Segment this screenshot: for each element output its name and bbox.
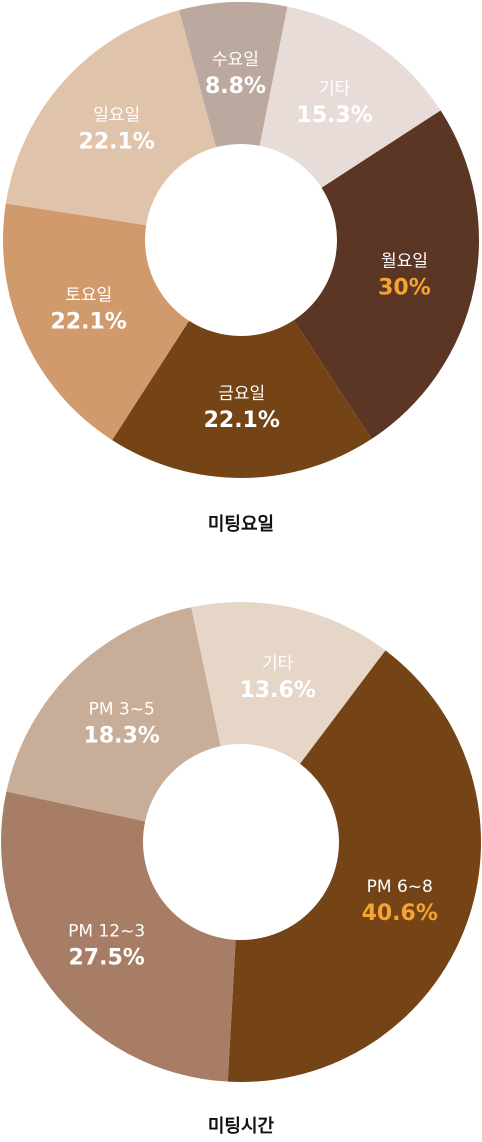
value-label: 8.8% [205, 74, 266, 99]
value-label: 22.1% [204, 408, 280, 433]
slice-label: 기타 [262, 654, 294, 674]
slice [1, 791, 236, 1082]
slice-label: PM 12~3 [68, 922, 145, 942]
chart-title: 미팅요일 [208, 514, 274, 535]
value-label: 13.6% [239, 678, 315, 703]
slice [191, 602, 386, 764]
value-label: 15.3% [297, 103, 373, 128]
value-label: 18.3% [84, 723, 160, 748]
slice [6, 607, 221, 822]
value-label: 40.6% [362, 901, 438, 926]
slice [293, 110, 480, 439]
slice-label: 일요일 [93, 105, 140, 125]
slice-label: 월요일 [381, 251, 428, 271]
slice-label: 기타 [319, 79, 351, 99]
slice-label: PM 3~5 [89, 699, 155, 719]
slice [2, 203, 190, 441]
value-label: 27.5% [68, 946, 144, 971]
value-label: 22.1% [50, 309, 126, 334]
slice-label: PM 6~8 [367, 877, 433, 897]
value-label: 22.1% [79, 129, 155, 154]
slice [227, 650, 482, 1082]
slice [5, 10, 217, 226]
slice-label: 수요일 [212, 50, 259, 70]
slice [179, 2, 288, 148]
slice [112, 320, 372, 478]
slice-label: 토요일 [65, 285, 112, 305]
chart-title: 미팅시간 [208, 1116, 275, 1137]
value-label: 30% [378, 275, 431, 300]
slice [259, 6, 441, 188]
slice-label: 금요일 [218, 384, 265, 404]
